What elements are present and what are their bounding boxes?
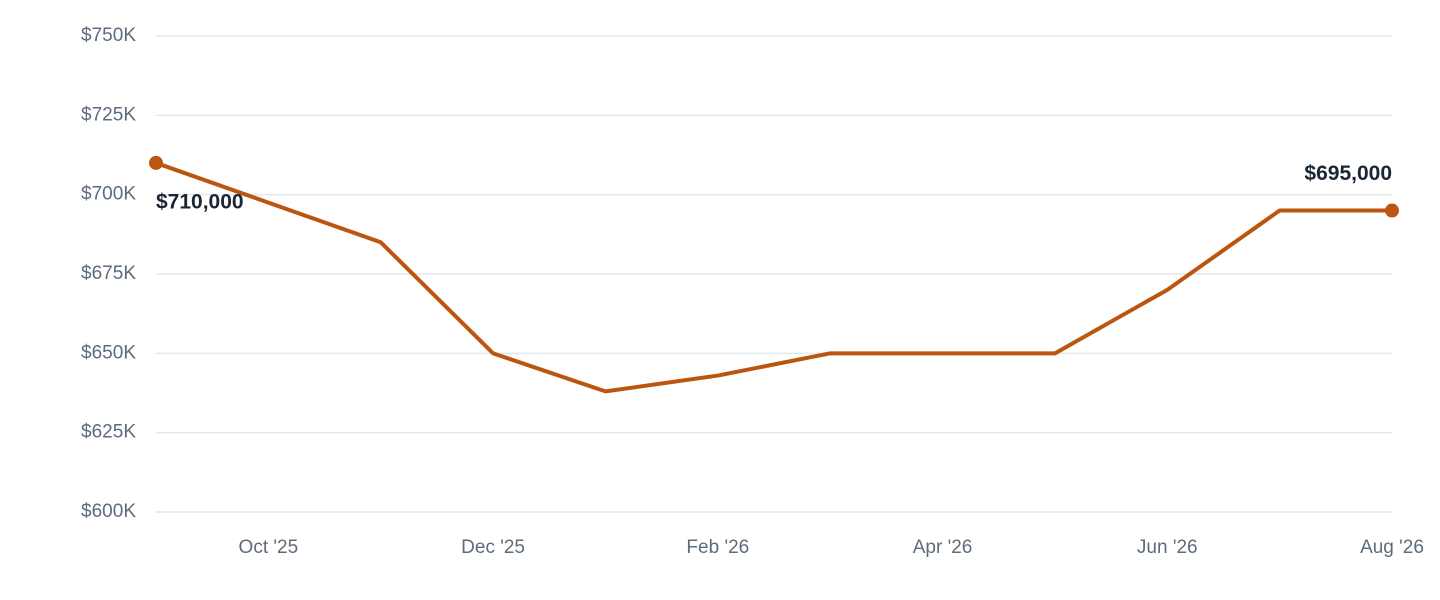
y-tick-label: $600K <box>81 501 136 522</box>
endpoint-dot <box>149 155 163 170</box>
x-tick-label: Dec '25 <box>461 537 525 558</box>
endpoint-dot <box>1385 203 1399 218</box>
y-tick-label: $650K <box>81 342 136 363</box>
y-tick-label: $700K <box>81 184 136 205</box>
value-label: $710,000 <box>156 190 244 213</box>
value-label: $695,000 <box>1304 162 1392 185</box>
x-tick-label: Feb '26 <box>686 537 749 558</box>
y-tick-label: $725K <box>81 104 136 125</box>
line <box>155 161 1392 394</box>
y-tick-label: $625K <box>81 422 136 443</box>
x-tick-label: Jun '26 <box>1137 537 1198 558</box>
y-tick-label: $675K <box>81 263 136 284</box>
x-tick-label: Aug '26 <box>1360 537 1424 558</box>
x-tick-label: Oct '25 <box>239 537 299 558</box>
y-tick-label: $750K <box>81 25 136 46</box>
x-tick-label: Apr '26 <box>913 537 973 558</box>
